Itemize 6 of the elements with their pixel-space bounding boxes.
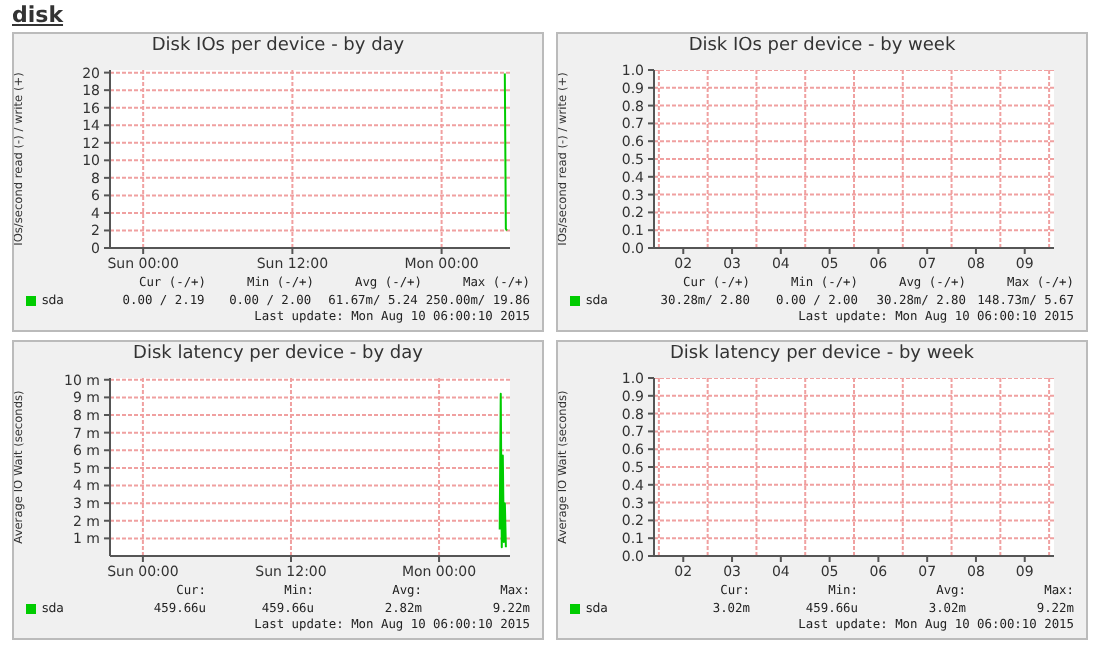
chart-title: Disk latency per device - by day bbox=[131, 342, 425, 368]
chart-title: Disk IOs per device - by week bbox=[686, 34, 958, 60]
line-series bbox=[498, 392, 507, 549]
chart-title: Disk latency per device - by week bbox=[667, 342, 976, 368]
chart-title: Disk IOs per device - by day bbox=[149, 34, 407, 60]
text: disk bbox=[12, 2, 64, 28]
